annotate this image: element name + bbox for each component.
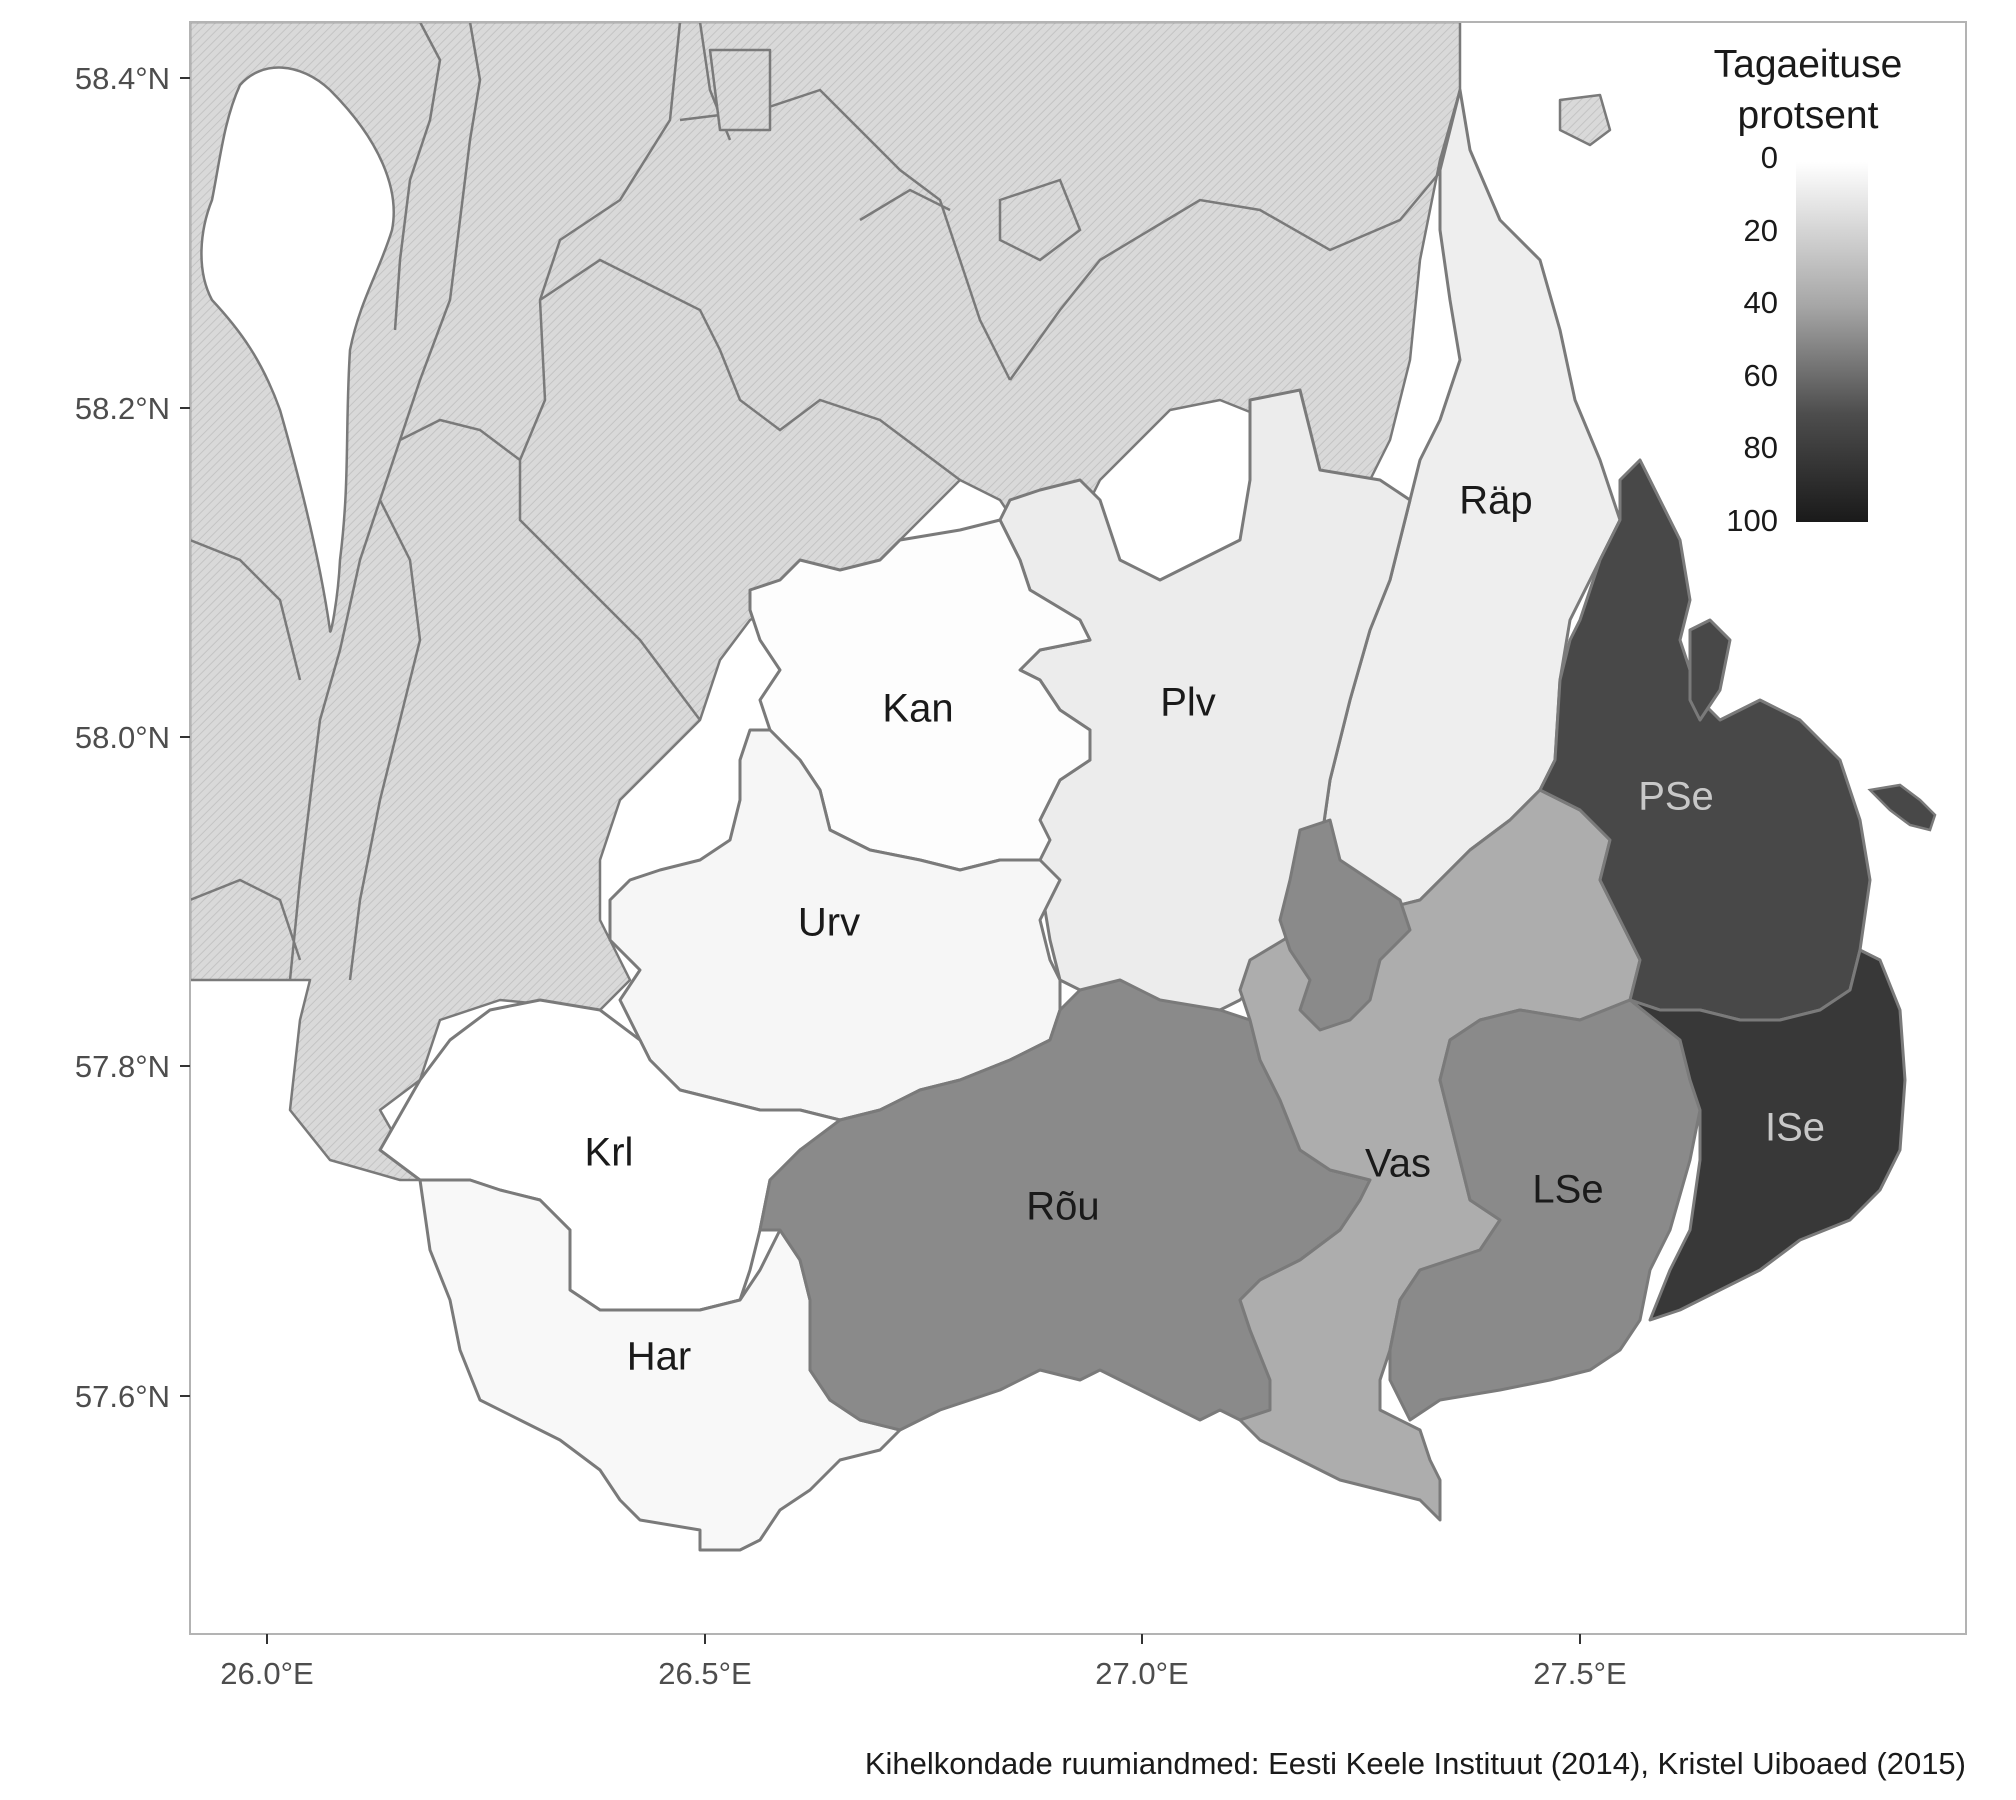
panel-border (189, 21, 1967, 1635)
legend: Tagaeituse protsent 0 20 40 60 80 100 (1714, 43, 1903, 538)
parish-label-plv: Plv (1160, 681, 1216, 725)
legend-tick-label: 80 (1744, 430, 1778, 465)
parish-pse-island (1688, 618, 1732, 722)
no-data-boundaries (190, 22, 1451, 981)
caption: Kihelkondade ruumiandmed: Eesti Keele In… (865, 1746, 1966, 1781)
parish-label-ise: ISe (1765, 1106, 1825, 1150)
parish-label-pse: PSe (1638, 775, 1714, 819)
x-tick-label: 26.0°E (220, 1656, 313, 1691)
legend-tick-label: 40 (1744, 285, 1778, 320)
parish-ise (1628, 948, 1907, 1322)
legend-tick-label: 0 (1761, 140, 1778, 175)
legend-tick-label: 20 (1744, 213, 1778, 248)
legend-tick-label: 60 (1744, 358, 1778, 393)
parish-label-lse: LSe (1532, 1168, 1603, 1212)
y-axis: 58.4°N 58.2°N 58.0°N 57.8°N 57.6°N (75, 61, 190, 1414)
legend-title: Tagaeituse (1714, 43, 1903, 86)
parish-label-krl: Krl (585, 1131, 634, 1175)
parish-label-kan: Kan (882, 687, 953, 731)
x-tick-label: 26.5°E (658, 1656, 751, 1691)
y-tick-label: 58.2°N (75, 391, 170, 426)
lake (200, 66, 395, 633)
parish-har (418, 1178, 902, 1552)
legend-colorbar (1796, 162, 1868, 522)
y-tick-label: 57.6°N (75, 1379, 170, 1414)
y-tick-label: 57.8°N (75, 1049, 170, 1084)
no-data-islet (1558, 93, 1612, 147)
legend-title: protsent (1738, 94, 1879, 137)
parish-vas-enclave (1278, 818, 1412, 1032)
no-data-islet (708, 48, 772, 132)
x-tick-label: 27.5°E (1533, 1656, 1626, 1691)
parish-pse (1538, 458, 1872, 1022)
parish-label-rou: Rõu (1026, 1185, 1099, 1229)
y-tick-label: 58.0°N (75, 720, 170, 755)
parish-label-vas: Vas (1365, 1142, 1431, 1186)
y-tick-label: 58.4°N (75, 61, 170, 96)
legend-tick-label: 100 (1726, 503, 1778, 538)
x-tick-label: 27.0°E (1095, 1656, 1188, 1691)
parish-label-har: Har (627, 1335, 691, 1379)
parish-label-urv: Urv (798, 901, 860, 945)
x-axis: 26.0°E 26.5°E 27.0°E 27.5°E (220, 1634, 1627, 1691)
parish-label-rap: Räp (1459, 479, 1532, 523)
islet-east (1867, 783, 1937, 832)
